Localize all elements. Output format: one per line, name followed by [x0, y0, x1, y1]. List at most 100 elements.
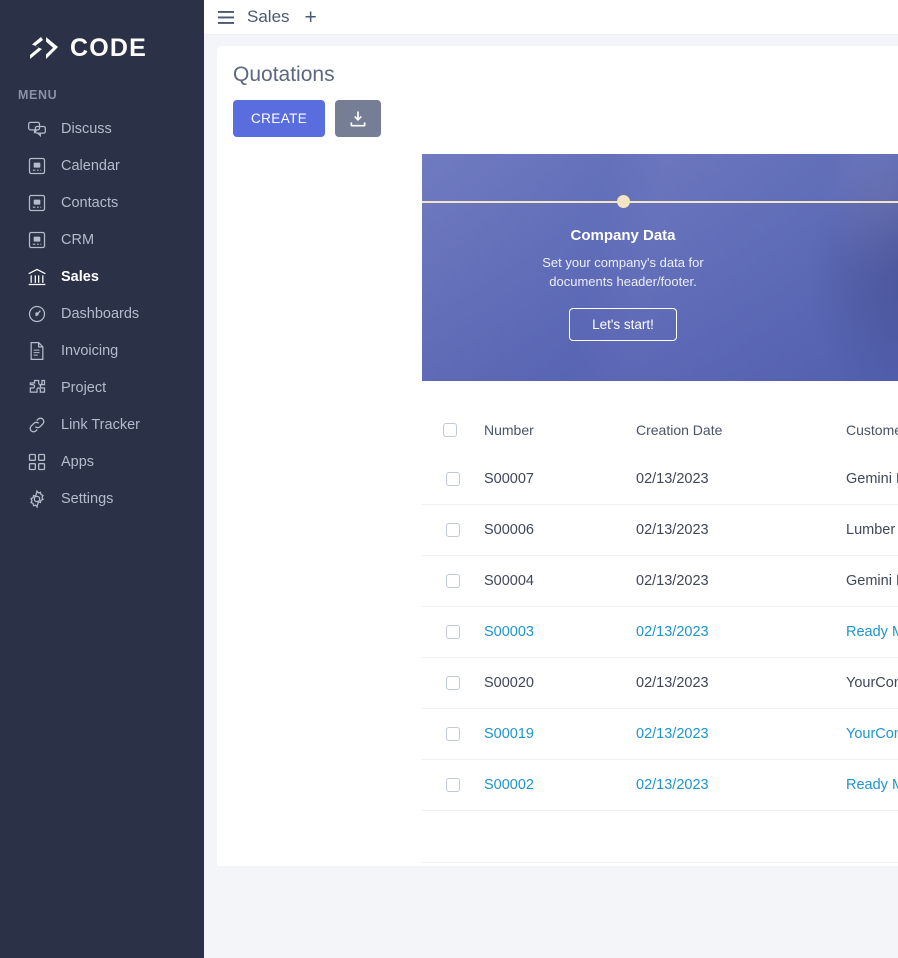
table-row[interactable]: S00003 02/13/2023 Ready Mat: [422, 607, 898, 658]
sidebar: CODE MENU Discuss Calendar Con: [0, 0, 204, 958]
row-checkbox[interactable]: [446, 727, 460, 741]
cell-customer: Gemini Furniture: [846, 471, 898, 487]
sidebar-item-link-tracker[interactable]: Link Tracker: [0, 406, 204, 443]
action-button-row: CREATE: [233, 100, 898, 137]
monitor-icon: [28, 194, 46, 211]
sidebar-item-label: Dashboards: [61, 305, 140, 322]
row-select-cell: [422, 625, 484, 639]
cell-creation-date: 02/13/2023: [636, 675, 709, 691]
sidebar-item-label: Project: [61, 379, 107, 396]
table-row[interactable]: S00002 02/13/2023 Ready Mat: [422, 760, 898, 811]
card-header: Quotations CREATE: [217, 46, 898, 137]
cell-creation-date: 02/13/2023: [636, 471, 709, 487]
monitor-icon: [28, 157, 46, 174]
sidebar-item-dashboards[interactable]: Dashboards: [0, 295, 204, 332]
cell-creation-date: 02/13/2023: [636, 573, 709, 589]
main-area: Sales + Quotations CREATE: [204, 0, 898, 958]
cell-customer: YourCompany, Joel Willis: [846, 675, 898, 691]
sidebar-section-label: MENU: [18, 88, 58, 102]
cell-creation-date: 02/13/2023: [636, 726, 709, 742]
sidebar-item-label: Link Tracker: [61, 416, 140, 433]
progress-line: [422, 201, 898, 203]
row-checkbox[interactable]: [446, 625, 460, 639]
invoice-icon: [30, 341, 44, 360]
cell-creation-date: 02/13/2023: [636, 624, 709, 640]
sidebar-item-settings[interactable]: Settings: [0, 480, 204, 517]
banner-overlay: [422, 154, 898, 381]
select-all-cell: [422, 422, 484, 437]
column-header-creation-date[interactable]: Creation Date: [636, 421, 723, 438]
chat-icon: [28, 121, 46, 137]
onboarding-step-company-data: Company Data Set your company's data for…: [522, 154, 724, 341]
select-all-checkbox[interactable]: [443, 422, 457, 437]
cell-number: S00007: [484, 471, 534, 487]
sidebar-item-label: Apps: [61, 453, 95, 470]
row-select-cell: [422, 778, 484, 792]
sidebar-item-crm[interactable]: CRM: [0, 221, 204, 258]
cell-number: S00019: [484, 726, 534, 742]
table-row[interactable]: S00020 02/13/2023 YourCompany, Joel Will…: [422, 658, 898, 709]
gear-icon: [30, 489, 44, 508]
sidebar-item-apps[interactable]: Apps: [0, 443, 204, 480]
link-icon: [29, 417, 45, 432]
cell-number: S00003: [484, 624, 534, 640]
table-row[interactable]: S00006 02/13/2023 Lumber Inc: [422, 505, 898, 556]
hamburger-icon[interactable]: [218, 10, 234, 24]
row-checkbox[interactable]: [446, 778, 460, 792]
column-header-customer[interactable]: Customer: [846, 421, 898, 438]
sidebar-item-label: Sales: [61, 268, 99, 285]
row-select-cell: [422, 727, 484, 741]
cell-creation-date: 02/13/2023: [636, 522, 709, 538]
sidebar-item-label: Calendar: [61, 157, 120, 174]
sidebar-item-invoicing[interactable]: Invoicing: [0, 332, 204, 369]
table-row[interactable]: S00004 02/13/2023 Gemini Furniture: [422, 556, 898, 607]
row-checkbox[interactable]: [446, 676, 460, 690]
step-description: Set your company's data for documents he…: [542, 255, 704, 289]
code-chevron-logo-icon: [30, 37, 58, 59]
sidebar-item-discuss[interactable]: Discuss: [0, 110, 204, 147]
cell-number: S00006: [484, 522, 534, 538]
bank-icon: [28, 268, 46, 285]
download-icon: [350, 111, 366, 126]
row-select-cell: [422, 472, 484, 486]
row-checkbox[interactable]: [446, 472, 460, 486]
create-button[interactable]: CREATE: [233, 100, 326, 137]
sidebar-item-calendar[interactable]: Calendar: [0, 147, 204, 184]
sidebar-item-project[interactable]: Project: [0, 369, 204, 406]
cell-number: S00004: [484, 573, 534, 589]
breadcrumb-title[interactable]: Sales: [247, 7, 290, 26]
sidebar-item-label: Invoicing: [61, 342, 119, 359]
grid-icon: [28, 453, 46, 470]
table-row[interactable]: S00019 02/13/2023 YourCompany, Joel Will…: [422, 709, 898, 760]
add-new-tab-button[interactable]: +: [304, 5, 317, 29]
export-button[interactable]: [335, 100, 382, 137]
sidebar-item-contacts[interactable]: Contacts: [0, 184, 204, 221]
sidebar-item-label: Discuss: [61, 120, 112, 137]
cell-customer: YourCompany, Joel Willis: [846, 726, 898, 742]
row-select-cell: [422, 574, 484, 588]
table-row[interactable]: S00007 02/13/2023 Gemini Furniture: [422, 454, 898, 505]
cell-customer: Ready Mat: [846, 624, 898, 640]
column-header-number[interactable]: Number: [484, 421, 534, 438]
quotations-table: Number Creation Date Customer S00007 02/…: [422, 405, 898, 863]
brand-name: CODE: [70, 33, 148, 62]
sidebar-item-label: Contacts: [61, 194, 119, 211]
monitor-icon: [28, 231, 46, 248]
cell-number: S00002: [484, 777, 534, 793]
sidebar-item-label: Settings: [61, 490, 114, 507]
lets-start-button[interactable]: Let's start!: [569, 308, 677, 341]
row-select-cell: [422, 676, 484, 690]
step-dot-icon: [616, 195, 630, 208]
page-title: Quotations: [233, 63, 335, 86]
sidebar-item-sales[interactable]: Sales: [0, 258, 204, 295]
brand-logo[interactable]: CODE: [0, 0, 204, 74]
cell-number: S00020: [484, 675, 534, 691]
row-select-cell: [422, 523, 484, 537]
gauge-icon: [28, 305, 46, 322]
table-header-row: Number Creation Date Customer: [422, 405, 898, 454]
top-bar: Sales +: [204, 0, 898, 35]
cell-customer: Gemini Furniture: [846, 573, 898, 589]
row-checkbox[interactable]: [446, 574, 460, 588]
row-checkbox[interactable]: [446, 523, 460, 537]
